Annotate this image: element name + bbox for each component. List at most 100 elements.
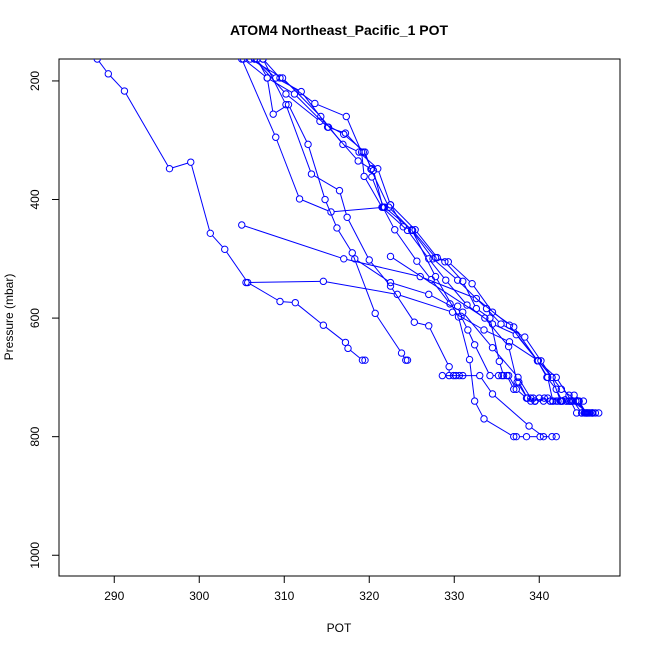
- data-point: [505, 338, 514, 346]
- data-point: [238, 59, 246, 63]
- series-line-segment: [435, 260, 456, 279]
- data-point: [468, 280, 476, 288]
- data-point: [536, 432, 544, 441]
- data-point: [307, 170, 316, 178]
- series-line-segment: [531, 427, 542, 436]
- series-line-segment: [252, 60, 281, 77]
- series-2: [239, 59, 412, 364]
- series-line-segment: [325, 202, 337, 226]
- series-line-segment: [396, 232, 416, 259]
- y-tick-label: 200: [28, 71, 42, 91]
- series-line-segment: [338, 230, 352, 251]
- data-point: [321, 195, 329, 204]
- data-point: [476, 371, 484, 380]
- series-line-segment: [475, 347, 489, 373]
- data-point: [425, 322, 433, 330]
- data-point: [410, 318, 418, 326]
- x-tick-label: 340: [529, 589, 549, 603]
- data-point: [411, 226, 419, 234]
- data-point: [187, 158, 195, 166]
- series-line-segment: [371, 171, 388, 205]
- series-line-segment: [469, 362, 475, 398]
- data-point: [512, 432, 520, 441]
- data-point: [512, 385, 520, 393]
- data-point: [263, 74, 271, 82]
- data-point: [358, 356, 367, 364]
- data-point: [425, 290, 433, 299]
- data-point: [552, 373, 560, 382]
- data-point: [557, 397, 566, 405]
- data-point: [284, 100, 293, 109]
- data-point: [339, 140, 347, 149]
- series-line-segment: [547, 380, 553, 399]
- series-line-segment: [317, 104, 344, 116]
- data-point: [448, 308, 457, 316]
- series-5: [250, 59, 603, 417]
- series-line-segment: [446, 263, 461, 280]
- series-line-segment: [264, 61, 279, 76]
- series-line-segment: [302, 199, 329, 212]
- series-line-segment: [361, 153, 376, 167]
- series-line-segment: [391, 288, 413, 320]
- series-line-segment: [431, 295, 461, 312]
- series-line-segment: [573, 402, 588, 412]
- series-line-segment: [98, 61, 107, 72]
- y-axis: 200 400 600 800 1000: [28, 71, 59, 569]
- series-line-segment: [357, 260, 389, 282]
- series-line-segment: [464, 314, 491, 346]
- data-point: [429, 255, 437, 263]
- data-point: [282, 100, 290, 109]
- data-point: [386, 252, 395, 261]
- data-point: [291, 298, 299, 307]
- series-line-segment: [550, 398, 559, 401]
- data-point: [259, 59, 267, 63]
- data-point: [340, 255, 348, 263]
- series-line-segment: [417, 322, 426, 326]
- data-point: [276, 297, 284, 306]
- x-axis: 290 300 310 320 330 340: [104, 576, 550, 603]
- series-line-segment: [191, 165, 210, 231]
- data-point: [457, 312, 465, 321]
- series-line-segment: [418, 263, 430, 278]
- data-point: [238, 221, 246, 229]
- data-point: [494, 371, 503, 380]
- series-line-segment: [455, 313, 482, 329]
- data-point: [499, 371, 508, 380]
- data-point: [486, 314, 494, 322]
- data-point: [269, 110, 277, 118]
- data-point: [463, 301, 471, 309]
- series-line-segment: [495, 324, 514, 334]
- data-point: [540, 394, 549, 402]
- data-point: [522, 432, 531, 441]
- data-point: [505, 321, 514, 329]
- series-line-segment: [486, 330, 507, 341]
- data-point: [445, 363, 453, 371]
- data-point: [354, 157, 362, 165]
- series-line-segment: [212, 235, 223, 248]
- data-point: [548, 432, 556, 441]
- series-line-segment: [345, 145, 357, 152]
- data-point: [544, 394, 552, 402]
- series-line-segment: [416, 231, 436, 256]
- series-line-segment: [125, 93, 169, 167]
- series-line-segment: [250, 283, 278, 301]
- data-point: [552, 432, 560, 441]
- series-line-segment: [345, 135, 363, 151]
- x-tick-label: 290: [104, 589, 124, 603]
- data-point: [438, 371, 447, 380]
- series-line-segment: [350, 349, 361, 359]
- series-line-segment: [361, 155, 365, 174]
- data-point: [589, 409, 597, 417]
- data-point: [444, 258, 452, 266]
- series-line-segment: [392, 206, 414, 228]
- data-point: [533, 357, 542, 365]
- data-point: [472, 294, 481, 303]
- data-point: [521, 333, 529, 341]
- series-line-segment: [499, 364, 504, 373]
- series-line-segment: [526, 339, 540, 359]
- series-line-segment: [459, 282, 485, 307]
- data-point: [351, 255, 359, 263]
- data-point: [585, 409, 594, 417]
- series-line-segment: [276, 140, 299, 197]
